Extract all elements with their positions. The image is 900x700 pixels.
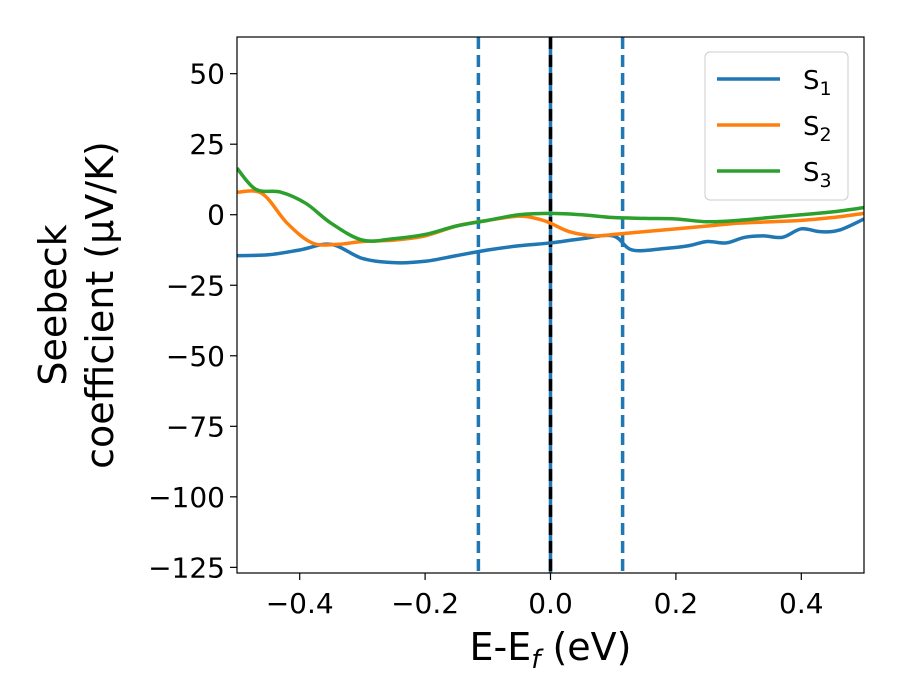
legend-label-S1: S1: [803, 66, 832, 100]
x-tick-label: −0.2: [391, 587, 459, 620]
y-axis-label-line2: coefficient (μV/K): [78, 141, 122, 469]
legend: S1 S2 S3: [704, 51, 849, 201]
y-axis-label: Seebeck coefficient (μV/K): [31, 141, 122, 469]
x-tick-label: 0.0: [528, 587, 573, 620]
y-tick-label: −125: [148, 551, 225, 584]
y-tick-label: 25: [189, 128, 225, 161]
y-tick-label: −25: [166, 269, 225, 302]
x-tick-label: −0.4: [266, 587, 334, 620]
y-tick-label: −100: [148, 481, 225, 514]
y-tick-label: 50: [189, 58, 225, 91]
y-tick-label: 0: [207, 199, 225, 232]
x-axis-label-unit: (eV): [540, 625, 631, 669]
series-line-S3: [237, 167, 864, 243]
x-axis-label: E-Ef (eV): [470, 625, 632, 675]
x-tick-label: 0.4: [779, 587, 824, 620]
legend-label-S3: S3: [803, 158, 832, 192]
y-tick-label: −50: [166, 340, 225, 373]
y-axis-label-line1: Seebeck: [31, 224, 75, 385]
series-line-S2: [237, 189, 864, 247]
y-tick-label: −75: [166, 410, 225, 443]
x-tick-label: 0.2: [654, 587, 699, 620]
x-axis-label-main: E-E: [470, 625, 532, 669]
legend-label-S2: S2: [803, 112, 832, 146]
